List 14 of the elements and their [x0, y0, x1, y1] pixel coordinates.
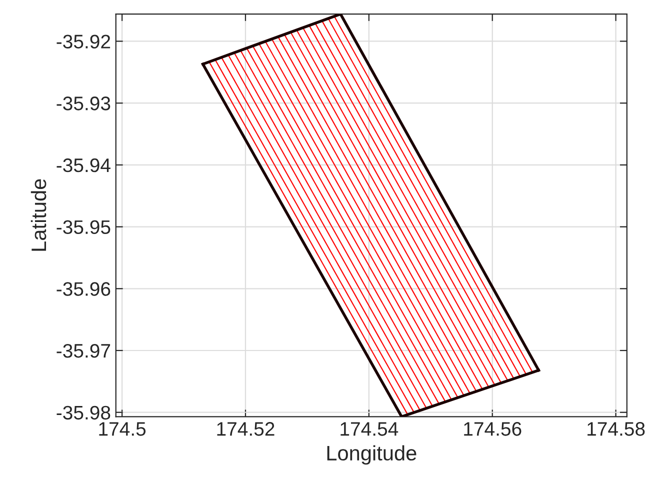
x-axis-title: Longitude — [327, 445, 416, 465]
y-tick-label: -35.94 — [56, 158, 110, 172]
x-tick-label: 174.5 — [99, 422, 146, 436]
y-tick-label: -35.98 — [56, 406, 110, 420]
x-tick-label: 174.54 — [340, 422, 398, 436]
x-tick-label: 174.52 — [217, 422, 274, 436]
y-axis-title: Latitude — [30, 179, 46, 251]
x-tick-label: 174.58 — [588, 422, 645, 436]
y-tick-label: -35.97 — [56, 344, 110, 358]
y-tick-label: -35.93 — [56, 96, 110, 110]
y-tick-label: -35.96 — [56, 282, 110, 296]
y-tick-label: -35.95 — [56, 220, 110, 234]
y-tick-label: -35.92 — [56, 34, 110, 48]
x-tick-label: 174.56 — [464, 422, 522, 436]
